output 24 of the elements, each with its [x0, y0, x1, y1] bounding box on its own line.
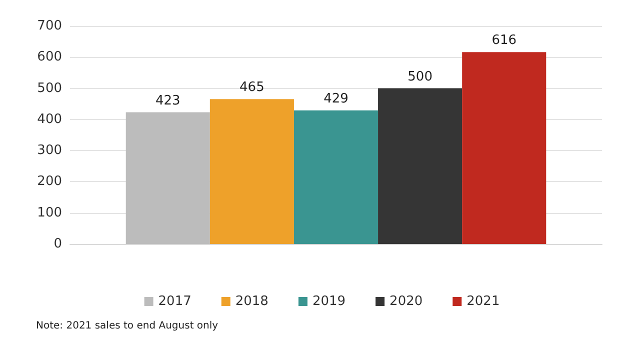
bar — [462, 52, 546, 244]
y-tick-label: 500 — [37, 80, 62, 96]
data-label: 616 — [492, 33, 517, 48]
legend-label: 2020 — [390, 294, 423, 309]
legend-label: 2017 — [158, 294, 192, 309]
y-tick-label: 0 — [54, 236, 62, 252]
bar — [210, 99, 294, 244]
y-tick-label: 400 — [37, 112, 62, 127]
legend-label: 2021 — [466, 294, 500, 309]
data-label: 429 — [324, 91, 348, 106]
y-tick-label: 200 — [37, 174, 62, 190]
data-label: 465 — [240, 80, 264, 96]
y-tick-label: 100 — [37, 205, 62, 220]
bar — [126, 112, 210, 244]
bar — [294, 110, 378, 244]
data-label: 500 — [408, 69, 432, 84]
data-label: 423 — [155, 93, 180, 108]
y-tick-label: 700 — [37, 18, 62, 34]
legend-label: 2018 — [235, 294, 268, 309]
bar — [378, 88, 462, 244]
y-tick-label: 300 — [37, 143, 62, 158]
text: Note: 2021 sales to end August only — [36, 320, 218, 332]
legend-label: 2019 — [312, 294, 346, 309]
y-tick-label: 600 — [37, 50, 62, 65]
